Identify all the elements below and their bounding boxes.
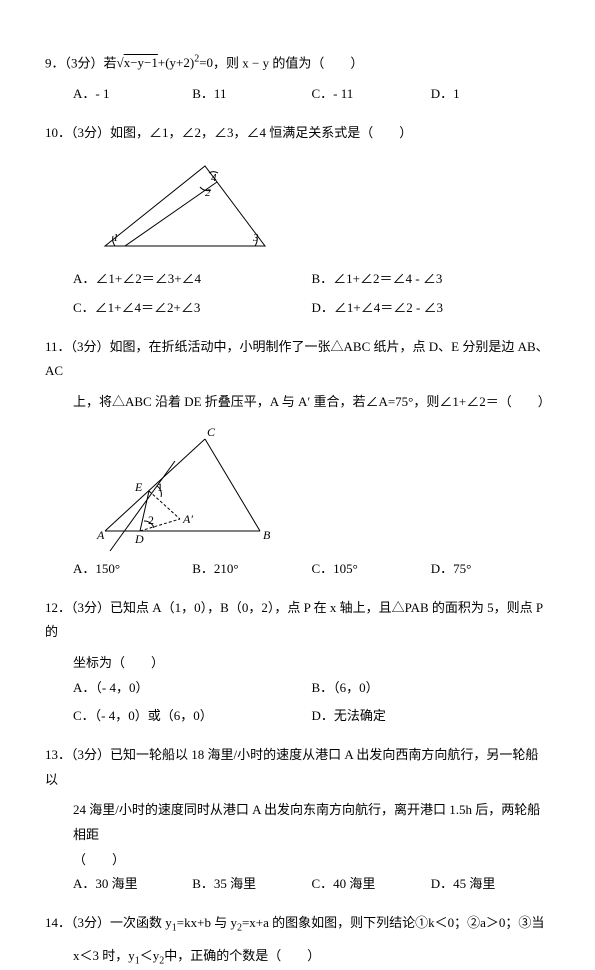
q9-opt-b: B．11 <box>192 82 311 107</box>
q14-s2a: x＜3 时，y <box>73 948 135 963</box>
q9-opt-d: D．1 <box>431 82 550 107</box>
q9-opt-c: C．- 11 <box>312 82 431 107</box>
q14-s1b: =kx+b 与 y <box>177 915 237 930</box>
q10-pts: （3分） <box>71 125 110 140</box>
q10-text: 如图，∠1，∠2，∠3，∠4 恒满足关系式是（ ） <box>110 125 412 140</box>
q11-opt-a: A．150° <box>73 557 192 582</box>
q11-pts: （3分） <box>71 339 110 354</box>
q13-stem: 13．（3分）已知一轮船以 18 海里/小时的速度从港口 A 出发向西南方向航行… <box>45 743 550 792</box>
q11-options: A．150° B．210° C．105° D．75° <box>45 557 550 586</box>
q11-line1: 如图，在折纸活动中，小明制作了一张△ABC 纸片，点 D、E 分别是边 AB、A… <box>45 339 549 379</box>
svg-text:E: E <box>134 480 143 494</box>
question-12: 12．（3分）已知点 A（1，0），B（0，2），点 P 在 x 轴上，且△PA… <box>45 596 550 733</box>
q9-num: 9． <box>45 55 65 70</box>
q13-stem-line3: （ ） <box>45 848 550 873</box>
q13-opt-a: A．30 海里 <box>73 872 192 897</box>
q12-num: 12． <box>45 600 71 615</box>
q13-opt-b: B．35 海里 <box>192 872 311 897</box>
q13-pts: （3分） <box>71 747 110 762</box>
q11-diagram: A B D C E A′ 1 2 <box>85 421 285 551</box>
q14-s2b: ＜y <box>140 948 160 963</box>
q12-opt-d: D．无法确定 <box>312 704 551 729</box>
q11-opt-b: B．210° <box>192 557 311 582</box>
q12-stem: 12．（3分）已知点 A（1，0），B（0，2），点 P 在 x 轴上，且△PA… <box>45 596 550 645</box>
q13-num: 13． <box>45 747 71 762</box>
q14-s2c: 中，正确的个数是（ ） <box>164 948 320 963</box>
svg-text:C: C <box>207 425 216 439</box>
q13-options: A．30 海里 B．35 海里 C．40 海里 D．45 海里 <box>45 872 550 901</box>
q13-line1: 已知一轮船以 18 海里/小时的速度从港口 A 出发向西南方向航行，另一轮船以 <box>45 747 538 787</box>
svg-text:D: D <box>134 532 144 546</box>
svg-text:2: 2 <box>148 513 154 527</box>
q10-options: A．∠1+∠2＝∠3+∠4 B．∠1+∠2＝∠4 - ∠3 C．∠1+∠4＝∠2… <box>45 267 550 324</box>
q11-opt-c: C．105° <box>312 557 431 582</box>
q14-stem: 14．（3分）一次函数 y1=kx+b 与 y2=x+a 的图象如图，则下列结论… <box>45 911 550 938</box>
q9-pts: （3分） <box>65 55 104 70</box>
q14-num: 14． <box>45 915 71 930</box>
q13-stem-line2: 24 海里/小时的速度同时从港口 A 出发向东南方向航行，离开港口 1.5h 后… <box>45 798 550 847</box>
question-9: 9．（3分）若√x−y−1+(y+2)2=0，则 x − y 的值为（ ） A．… <box>45 50 550 111</box>
q11-num: 11． <box>45 339 71 354</box>
q9-options: A．- 1 B．11 C．- 11 D．1 <box>45 82 550 111</box>
svg-text:B: B <box>263 528 271 542</box>
q10-figure: 1 3 24 <box>45 151 550 261</box>
q12-opt-c: C．（- 4，0）或（6，0） <box>73 704 312 729</box>
q13-opt-c: C．40 海里 <box>312 872 431 897</box>
q9-opt-a: A．- 1 <box>73 82 192 107</box>
q14-pts: （3分） <box>71 915 110 930</box>
q11-stem-line2: 上，将△ABC 沿着 DE 折叠压平，A 与 A′ 重合，若∠A=75°，则∠1… <box>45 390 550 415</box>
q9-before: 若 <box>104 55 117 70</box>
q12-pts: （3分） <box>71 600 110 615</box>
q11-stem: 11．（3分）如图，在折纸活动中，小明制作了一张△ABC 纸片，点 D、E 分别… <box>45 335 550 384</box>
q10-opt-c: C．∠1+∠4＝∠2+∠3 <box>73 296 312 321</box>
svg-text:3: 3 <box>252 232 259 244</box>
q11-opt-d: D．75° <box>431 557 550 582</box>
q10-diagram: 1 3 24 <box>85 151 275 261</box>
q12-line1: 已知点 A（1，0），B（0，2），点 P 在 x 轴上，且△PAB 的面积为 … <box>45 600 543 640</box>
q14-s1a: 一次函数 y <box>110 915 172 930</box>
q10-num: 10． <box>45 125 71 140</box>
question-10: 10．（3分）如图，∠1，∠2，∠3，∠4 恒满足关系式是（ ） 1 3 24 A．… <box>45 121 550 325</box>
q10-opt-d: D．∠1+∠4＝∠2 - ∠3 <box>312 296 551 321</box>
q10-stem: 10．（3分）如图，∠1，∠2，∠3，∠4 恒满足关系式是（ ） <box>45 121 550 146</box>
q9-after: ，则 x − y 的值为（ ） <box>213 55 363 70</box>
q12-opt-a: A．（- 4，0） <box>73 676 312 701</box>
q12-stem-line2: 坐标为（ ） <box>45 651 550 676</box>
svg-text:4: 4 <box>211 172 217 184</box>
svg-text:A: A <box>96 528 105 542</box>
svg-text:1: 1 <box>157 480 163 494</box>
question-11: 11．（3分）如图，在折纸活动中，小明制作了一张△ABC 纸片，点 D、E 分别… <box>45 335 550 586</box>
q13-opt-d: D．45 海里 <box>431 872 550 897</box>
q9-math: √x−y−1+(y+2)2=0 <box>117 55 213 70</box>
svg-text:1: 1 <box>113 232 119 244</box>
q14-stem-line2: x＜3 时，y1＜y2中，正确的个数是（ ） <box>45 944 550 970</box>
q11-figure: A B D C E A′ 1 2 <box>45 421 550 551</box>
question-13: 13．（3分）已知一轮船以 18 海里/小时的速度从港口 A 出发向西南方向航行… <box>45 743 550 901</box>
q14-s1c: =x+a 的图象如图，则下列结论①k＜0；②a＞0；③当 <box>242 915 544 930</box>
q12-opt-b: B．（6，0） <box>312 676 551 701</box>
q12-options: A．（- 4，0） B．（6，0） C．（- 4，0）或（6，0） D．无法确定 <box>45 676 550 733</box>
svg-text:A′: A′ <box>182 512 193 526</box>
q10-opt-a: A．∠1+∠2＝∠3+∠4 <box>73 267 312 292</box>
question-14: 14．（3分）一次函数 y1=kx+b 与 y2=x+a 的图象如图，则下列结论… <box>45 911 550 970</box>
q10-opt-b: B．∠1+∠2＝∠4 - ∠3 <box>312 267 551 292</box>
q9-stem: 9．（3分）若√x−y−1+(y+2)2=0，则 x − y 的值为（ ） <box>45 50 550 76</box>
svg-text:2: 2 <box>205 187 211 199</box>
